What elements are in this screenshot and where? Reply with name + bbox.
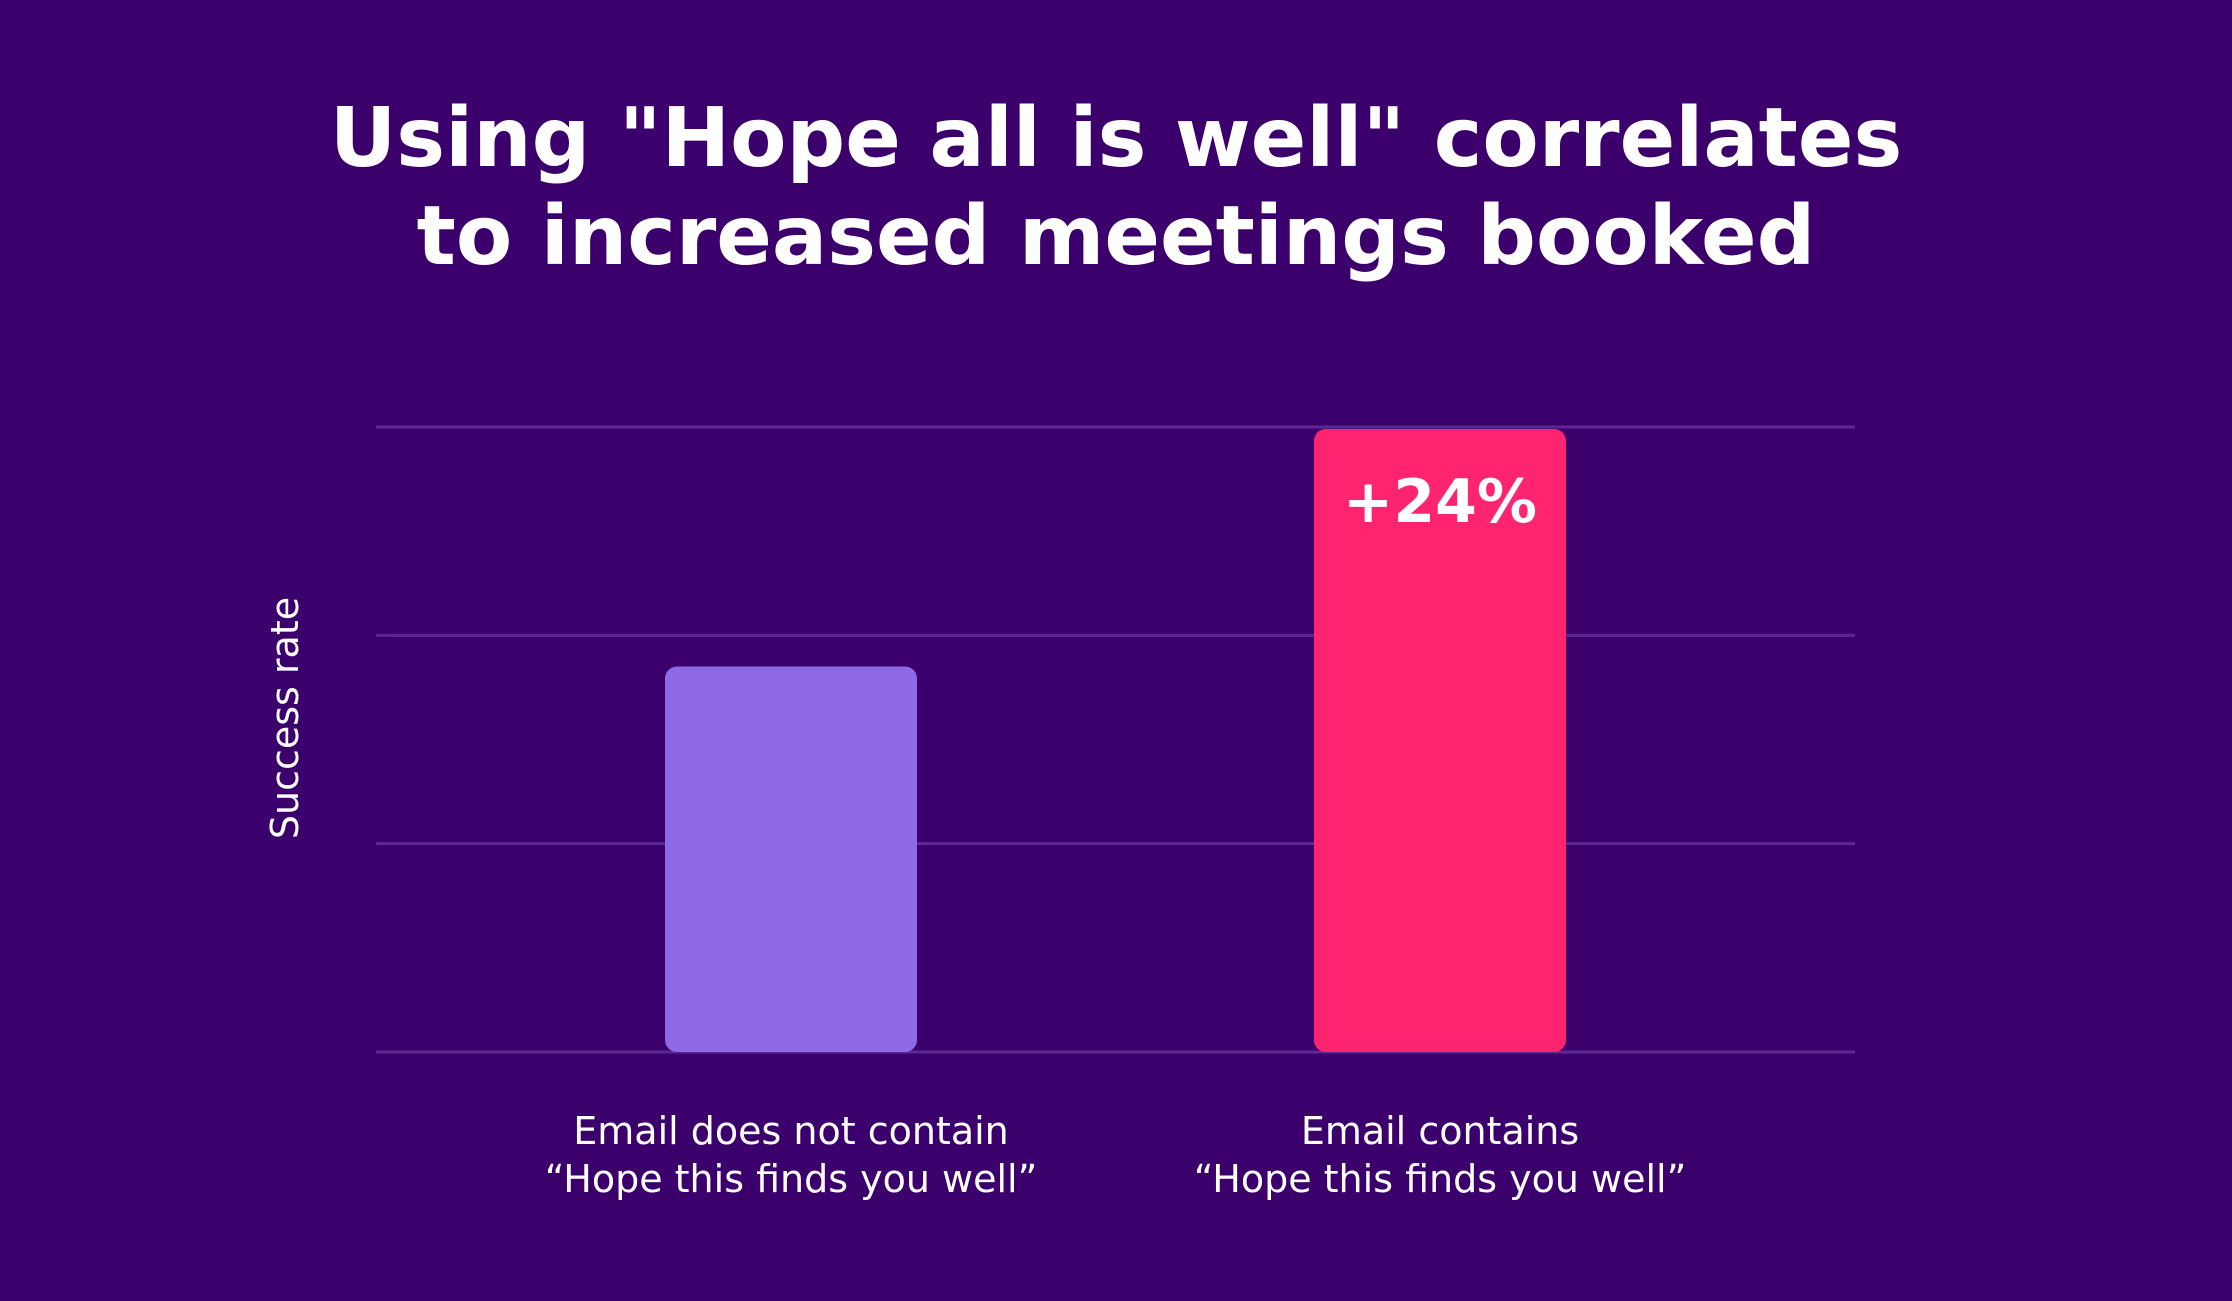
category-label-1-line-1: Email does not contain (573, 1109, 1009, 1153)
bar-2 (1314, 429, 1566, 1052)
data-labels: +24% (1343, 467, 1537, 537)
category-label-2-line-2: “Hope this finds you well” (1194, 1157, 1687, 1201)
chart-title-line-2: to increased meetings booked (416, 189, 1816, 284)
bars (665, 429, 1566, 1052)
grid-lines (376, 425, 1855, 1054)
data-label-bar-2: +24% (1343, 467, 1537, 537)
bar-1 (665, 666, 917, 1052)
chart-title-line-1: Using "Hope all is well" correlates (329, 91, 1903, 186)
category-label-2-line-1: Email contains (1301, 1109, 1579, 1153)
category-labels: Email does not contain“Hope this finds y… (545, 1109, 1687, 1201)
category-label-1-line-2: “Hope this finds you well” (545, 1157, 1038, 1201)
chart-title: Using "Hope all is well" correlates to i… (0, 90, 2232, 286)
y-axis-label: Success rate (263, 597, 307, 839)
